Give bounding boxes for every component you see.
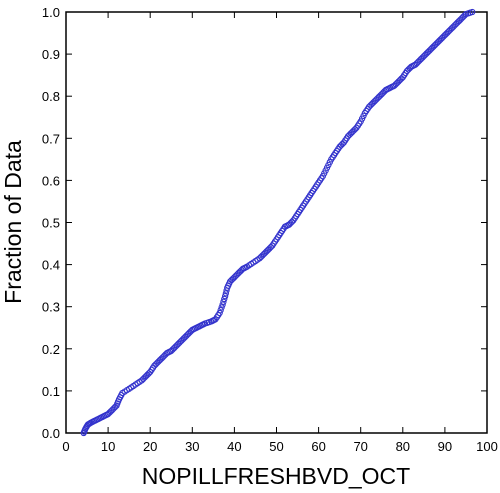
data-point — [220, 298, 227, 305]
x-tick-label: 90 — [438, 439, 452, 454]
x-axis-title: NOPILLFRESHBVD_OCT — [142, 463, 410, 489]
data-points — [80, 8, 476, 437]
data-point — [216, 309, 223, 317]
x-tick-label: 80 — [396, 439, 410, 454]
y-tick-label: 0.3 — [42, 300, 60, 315]
y-axis-ticks: 0.0 0.1 0.2 0.3 0.4 0.5 0.6 0.7 0.8 0.9 1.0 — [42, 5, 487, 441]
data-point — [469, 8, 476, 16]
y-tick-label: 0.5 — [42, 216, 60, 231]
y-tick-label: 0.1 — [42, 384, 60, 399]
y-tick-label: 0.7 — [42, 131, 60, 146]
x-tick-label: 20 — [143, 439, 157, 454]
data-point — [222, 290, 229, 297]
x-tick-label: 100 — [476, 439, 498, 454]
x-tick-label: 70 — [353, 439, 367, 454]
data-point — [221, 293, 229, 300]
y-tick-label: 0.4 — [42, 258, 60, 273]
x-axis-ticks: 0 10 20 30 40 50 60 70 80 90 100 — [62, 12, 498, 454]
x-tick-label: 30 — [185, 439, 199, 454]
y-tick-label: 0.0 — [42, 426, 60, 441]
y-tick-label: 0.6 — [42, 173, 60, 188]
data-point — [217, 307, 224, 314]
x-tick-label: 40 — [227, 439, 241, 454]
x-tick-label: 10 — [101, 439, 115, 454]
data-point — [221, 295, 228, 303]
y-axis-title: Fraction of Data — [0, 140, 26, 304]
y-tick-label: 1.0 — [42, 5, 60, 20]
data-point — [218, 304, 225, 311]
x-tick-label: 60 — [311, 439, 325, 454]
y-tick-label: 0.9 — [42, 47, 60, 62]
plot-area — [65, 11, 488, 434]
y-tick-label: 0.2 — [42, 342, 60, 357]
x-tick-label: 50 — [269, 439, 283, 454]
y-tick-label: 0.8 — [42, 89, 60, 104]
data-point — [219, 301, 226, 308]
x-tick-label: 0 — [62, 439, 69, 454]
